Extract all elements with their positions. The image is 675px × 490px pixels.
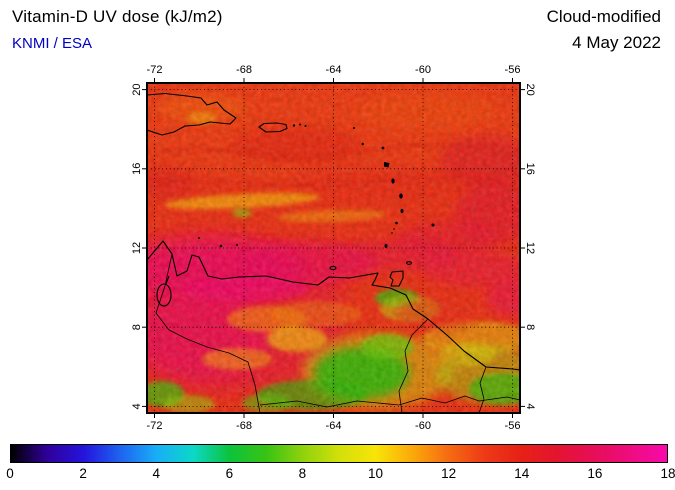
map-plot: -72 -68 -64 -60 -56 -72 -68 -64 -60 -56 … — [131, 64, 536, 432]
y-tick-label: 4 — [524, 403, 536, 409]
y-tick-label: 16 — [524, 163, 536, 175]
margarita-coast — [329, 265, 337, 271]
x-tick-label: -60 — [415, 420, 431, 432]
south-america-coast — [147, 240, 520, 371]
colorbar-tick-label: 2 — [79, 466, 87, 481]
colorbar-tick-label: 8 — [298, 466, 307, 481]
x-axis-labels-bottom: -72 -68 -64 -60 -56 — [147, 420, 521, 432]
y-tick-label: 12 — [524, 242, 536, 254]
y-tick-label: 8 — [131, 324, 143, 330]
country-borders — [155, 253, 520, 413]
y-tick-label: 4 — [131, 403, 143, 409]
y-axis-labels-right: 20 16 12 8 4 — [524, 83, 536, 409]
x-tick-label: -72 — [147, 64, 163, 76]
header-right: Cloud-modified 4 May 2022 — [547, 7, 661, 53]
y-tick-label: 8 — [524, 324, 536, 330]
y-tick-label: 20 — [524, 83, 536, 95]
uv-field — [147, 83, 520, 413]
colorbar-tick-label: 10 — [368, 466, 384, 481]
y-tick-label: 12 — [131, 242, 143, 254]
colorbar-tick-label: 4 — [152, 466, 160, 481]
y-tick-label: 20 — [131, 83, 143, 95]
x-axis-labels-top: -72 -68 -64 -60 -56 — [147, 64, 521, 76]
colorbar-labels: 0 2 4 6 8 10 12 14 16 18 — [6, 466, 675, 482]
tobago-coast — [406, 261, 412, 265]
header-left: Vitamin-D UV dose (kJ/m2) KNMI / ESA — [12, 7, 223, 52]
lesser-antilles-islands — [198, 123, 435, 248]
x-tick-label: -56 — [505, 64, 521, 76]
x-tick-label: -68 — [236, 64, 252, 76]
maracaibo-channel — [165, 275, 170, 285]
axis-ticks — [142, 78, 525, 418]
y-tick-label: 16 — [131, 163, 143, 175]
colorbar-tick-label: 6 — [225, 466, 234, 481]
x-tick-label: -60 — [415, 64, 431, 76]
date-label: 4 May 2022 — [572, 33, 661, 52]
x-tick-label: -56 — [505, 420, 521, 432]
colorbar-tick-label: 12 — [441, 466, 457, 481]
x-tick-label: -68 — [236, 420, 252, 432]
grid-lines — [147, 83, 520, 413]
colorbar-tick-label: 16 — [587, 466, 603, 481]
colorbar-tick-label: 18 — [660, 466, 675, 481]
puerto-rico-coast — [258, 122, 288, 133]
x-tick-label: -64 — [326, 420, 342, 432]
hispaniola-coast — [147, 92, 237, 136]
y-axis-labels-left: 20 16 12 8 4 — [131, 83, 143, 409]
colorbar-tick-label: 0 — [6, 466, 14, 481]
colorbar-gradient — [10, 444, 668, 463]
x-tick-label: -64 — [326, 64, 342, 76]
plot-title: Vitamin-D UV dose (kJ/m2) — [12, 7, 223, 26]
cloud-mode-label: Cloud-modified — [546, 7, 661, 26]
lake-maracaibo — [156, 283, 172, 307]
colorbar-tick-label: 14 — [514, 466, 530, 481]
x-tick-label: -72 — [147, 420, 163, 432]
trinidad-coast — [389, 270, 404, 287]
coastlines — [147, 92, 520, 371]
colorbar: 0 2 4 6 8 10 12 14 16 18 — [6, 444, 675, 482]
credit-label: KNMI / ESA — [12, 35, 93, 52]
